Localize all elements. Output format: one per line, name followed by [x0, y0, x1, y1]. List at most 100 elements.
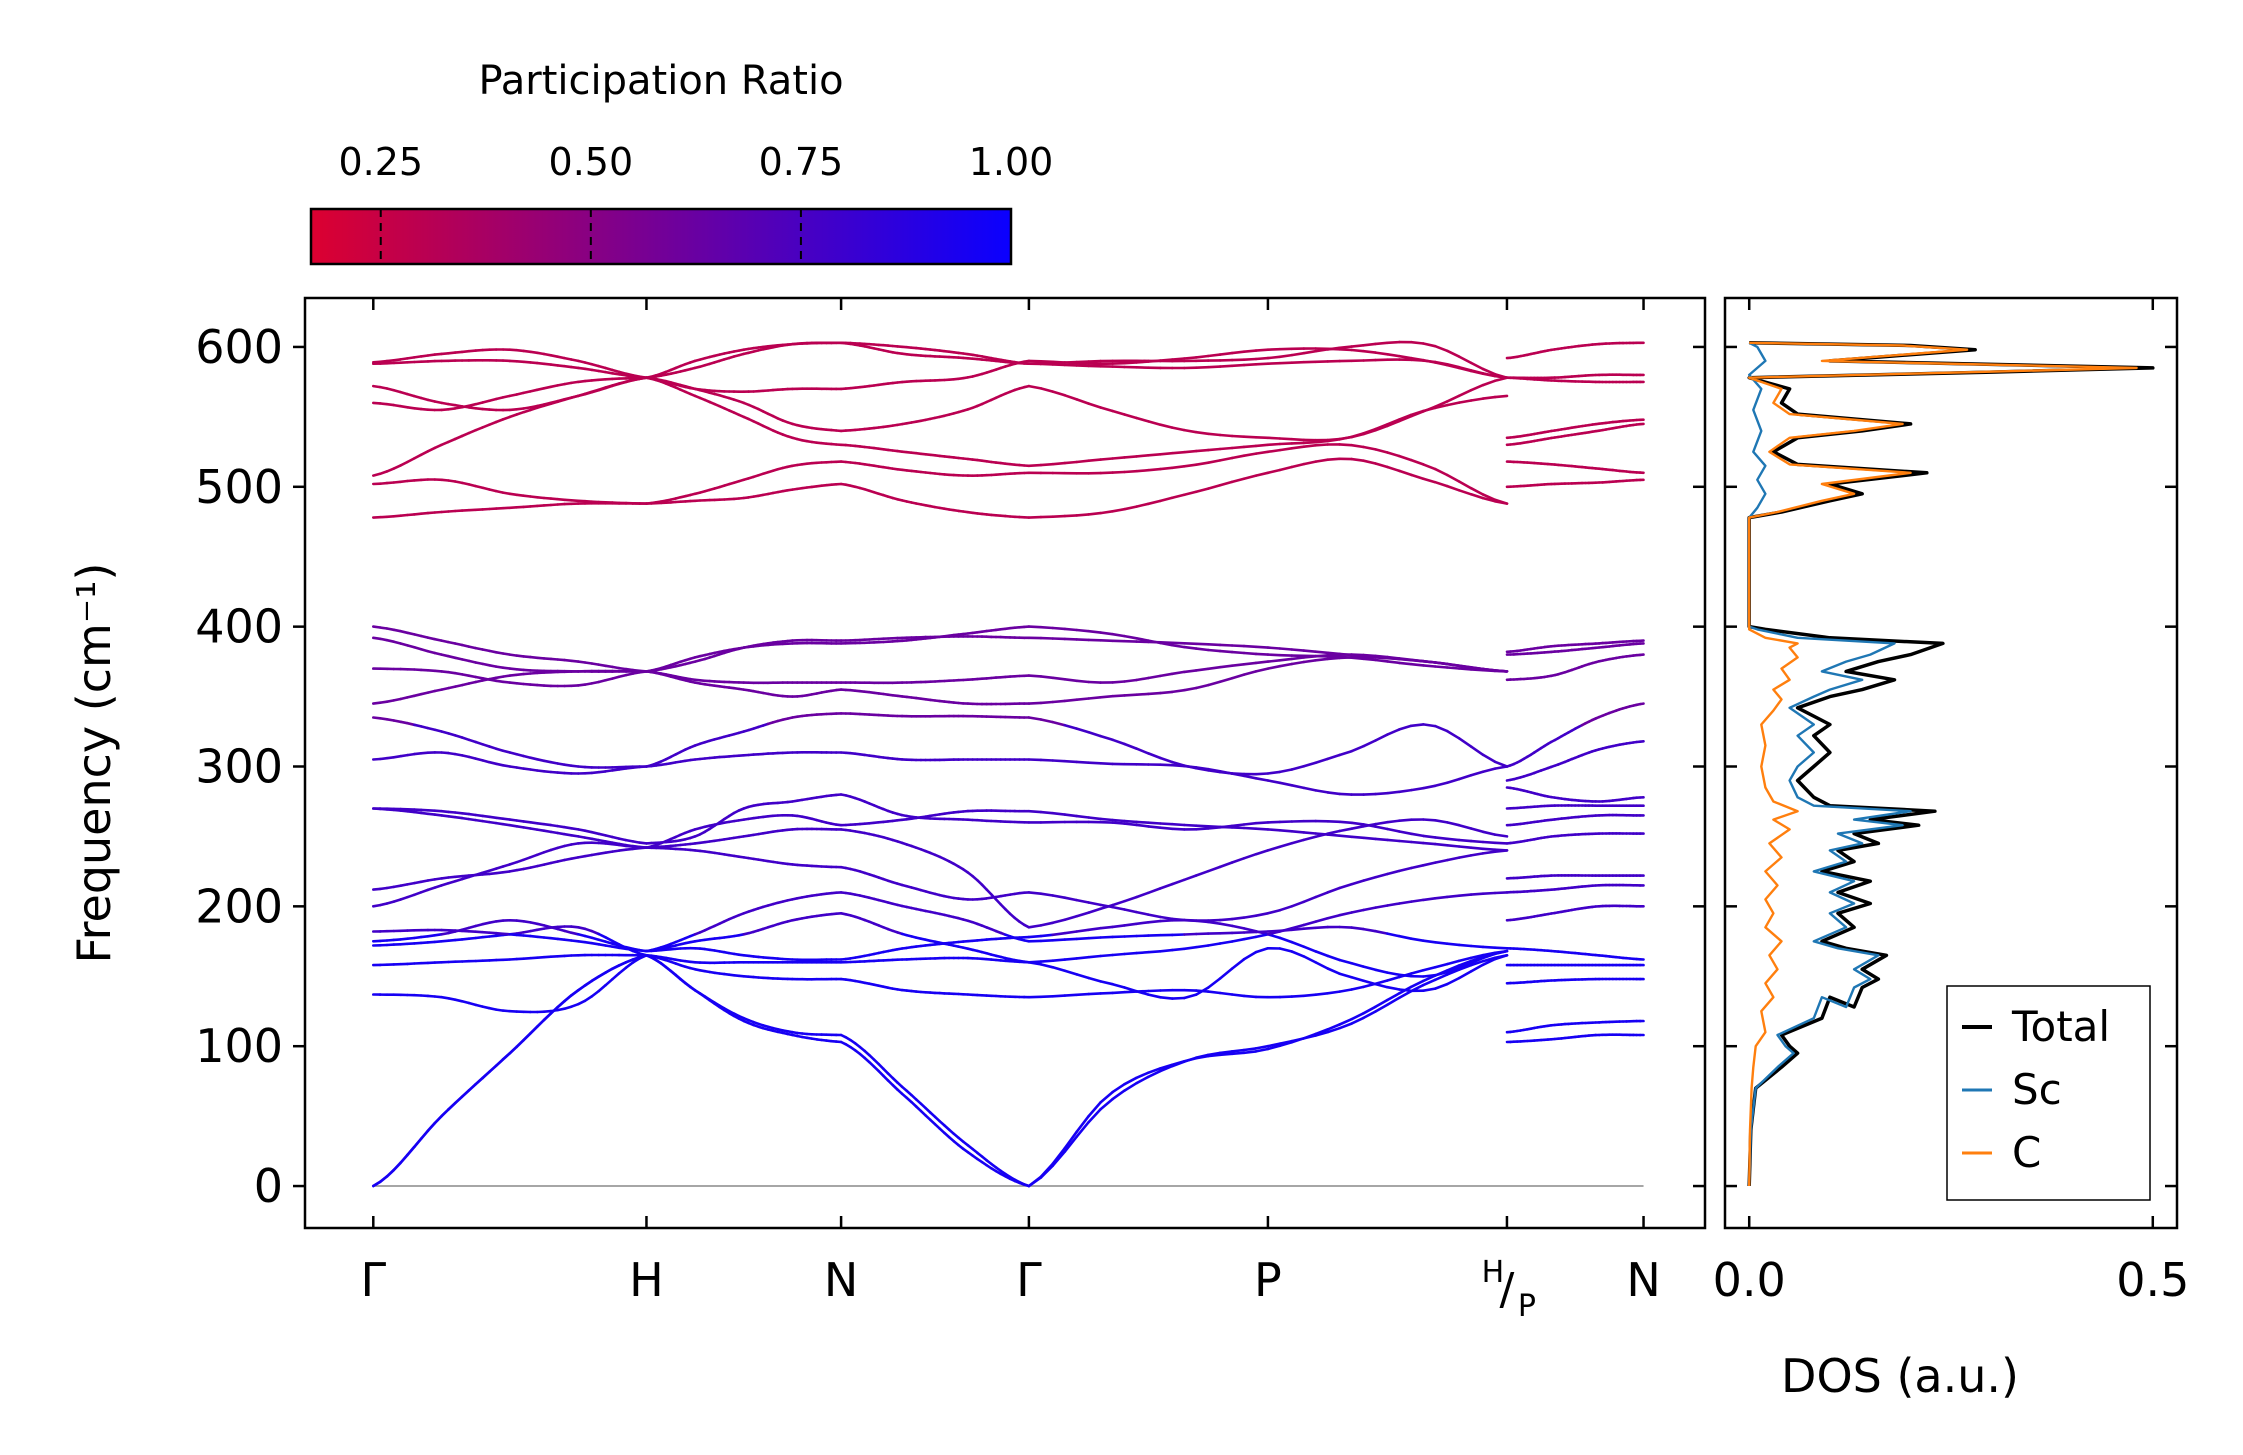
band-line-segment	[1075, 760, 1090, 765]
band-line-segment	[1218, 364, 1234, 368]
band-line-segment	[1206, 459, 1222, 465]
band-line-segment	[1075, 1120, 1090, 1138]
band-line-segment	[1338, 834, 1353, 839]
band-line-segment	[1493, 841, 1509, 845]
band-line-segment	[1206, 648, 1222, 653]
colorbar-tick-label: 0.25	[338, 140, 423, 184]
band-line-segment	[1398, 661, 1413, 666]
band-line-segment	[1194, 430, 1210, 436]
band-line-segment	[1350, 432, 1365, 439]
band-line-segment	[1039, 994, 1055, 999]
band-line-segment	[1063, 759, 1078, 764]
band-line-segment	[590, 989, 601, 998]
band-line-segment	[1266, 448, 1282, 454]
band-line-segment	[1075, 360, 1090, 364]
band-line-segment	[1099, 1097, 1114, 1111]
colorbar-ticks: 0.25 0.50 0.75 1.00	[338, 140, 1053, 264]
band-line-segment	[1278, 936, 1294, 944]
band-line-segment	[1338, 435, 1353, 441]
band-line-segment	[1194, 986, 1210, 996]
band-line-segment	[1027, 701, 1043, 705]
band-line-segment	[1230, 454, 1246, 460]
band-line-segment	[1027, 463, 1043, 468]
band-line-segment	[1290, 462, 1306, 469]
band-line-segment	[1230, 363, 1246, 368]
band-line-segment	[1290, 838, 1306, 845]
band-line-segment	[1206, 920, 1222, 926]
band-line-segment	[1410, 863, 1425, 870]
band-line-segment	[1457, 823, 1473, 830]
band-line-segment	[1111, 990, 1126, 995]
band-line-segment	[1457, 893, 1473, 898]
band-line-segment	[1218, 433, 1234, 438]
band-line-segment	[1147, 993, 1162, 999]
band-line-segment	[1493, 498, 1509, 505]
band-line-segment	[563, 994, 573, 1003]
band-line-segment	[1183, 641, 1198, 646]
band-line-segment	[1230, 916, 1246, 921]
band-line-segment	[1290, 441, 1306, 445]
y-tick-label: 600	[195, 320, 283, 374]
band-line-segment	[1433, 842, 1449, 847]
band-line-segment	[1254, 1047, 1270, 1053]
band-line-segment	[1242, 435, 1258, 439]
band-line-segment	[1183, 463, 1198, 468]
band-line-segment	[1398, 989, 1413, 1000]
band-line-segment	[1338, 972, 1353, 979]
band-line-segment	[1051, 361, 1067, 365]
band-line-segment	[1338, 655, 1353, 660]
band-line-segment	[1159, 822, 1174, 826]
band-line-segment	[1469, 770, 1485, 777]
band-line-segment	[583, 995, 594, 1003]
band-line-segment	[1266, 1044, 1282, 1051]
band-line-segment	[1386, 656, 1401, 661]
band-line-segment	[433, 1114, 443, 1125]
band-line-segment	[1135, 989, 1150, 996]
band-line-segment	[1433, 836, 1449, 841]
band-line-segment	[1362, 445, 1377, 451]
band-line-segment	[453, 1095, 464, 1105]
band-line-segment	[1493, 833, 1509, 838]
band-line-segment	[1326, 886, 1341, 894]
band-line-segment	[597, 983, 607, 993]
band-line-segment	[1254, 471, 1270, 477]
band-line-segment	[1242, 821, 1258, 826]
band-line-segment	[1433, 858, 1449, 864]
band-line-segment	[1087, 402, 1102, 409]
band-line-segment	[1027, 960, 1043, 964]
band-line-segment	[1266, 646, 1282, 650]
band-line-segment	[1457, 736, 1473, 748]
band-line-segment	[529, 1025, 539, 1035]
band-line-segment	[1266, 770, 1282, 775]
band-line-segment	[1087, 816, 1102, 821]
band-line-segment	[1099, 925, 1114, 930]
band-line-segment	[1218, 643, 1234, 647]
band-line-segment	[1123, 678, 1138, 683]
y-tick-label: 200	[195, 879, 283, 933]
band-line-segment	[1469, 486, 1485, 496]
band-line-segment	[1457, 854, 1473, 859]
band-line-segment	[1266, 355, 1282, 360]
band-line-segment	[1338, 749, 1353, 757]
band-line-segment	[1171, 1060, 1186, 1067]
band-line-segment	[1075, 936, 1090, 941]
band-line-segment	[1433, 400, 1449, 409]
band-line-segment	[1422, 784, 1437, 790]
band-line-segment	[1302, 993, 1317, 998]
band-line-segment	[1159, 995, 1174, 1000]
band-line-segment	[1206, 365, 1222, 369]
band-line-segment	[1410, 358, 1425, 362]
colorbar-tick-label: 0.50	[549, 140, 634, 184]
band-line-segment	[1230, 856, 1246, 864]
band-line-segment	[1039, 1162, 1055, 1179]
band-line-segment	[1422, 834, 1437, 839]
band-line-segment	[1111, 694, 1126, 698]
band-line-segment	[1278, 437, 1294, 441]
band-line-segment	[1302, 926, 1317, 931]
band-line-segment	[1302, 349, 1317, 355]
band-line-segment	[1051, 390, 1067, 397]
band-line-segment	[1039, 718, 1055, 724]
band-line-segment	[1314, 789, 1329, 794]
band-line-segment	[1362, 349, 1377, 354]
band-line-segment	[590, 975, 601, 983]
